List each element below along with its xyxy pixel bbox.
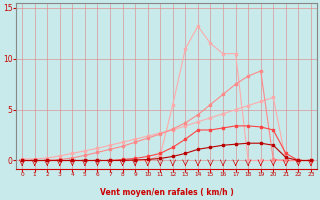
- X-axis label: Vent moyen/en rafales ( km/h ): Vent moyen/en rafales ( km/h ): [100, 188, 233, 197]
